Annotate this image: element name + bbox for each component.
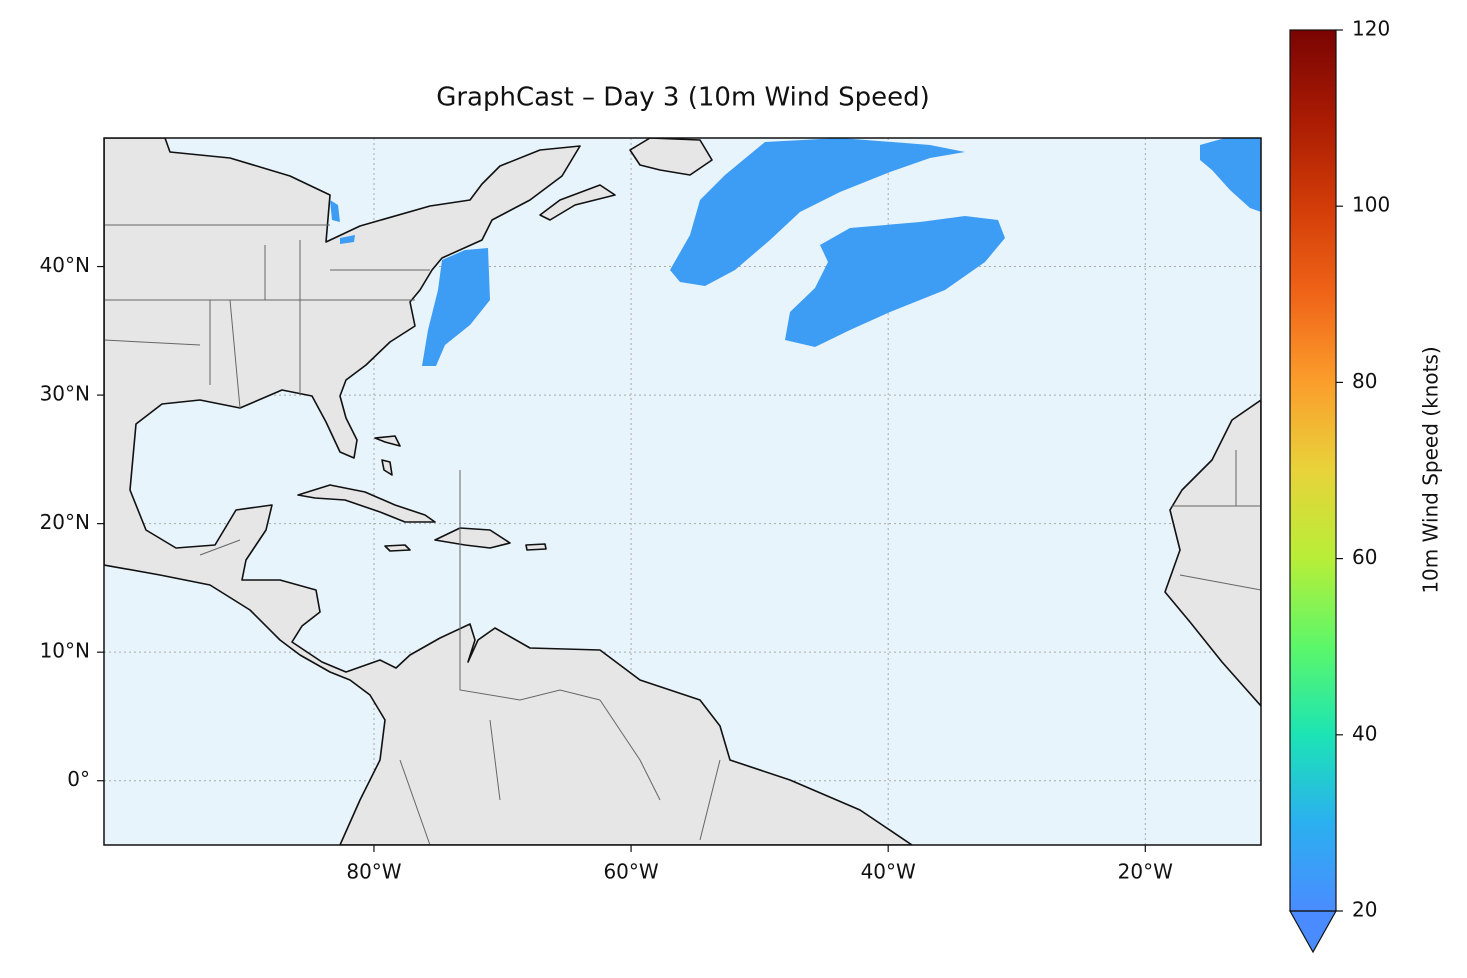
colorbar-tick-label: 20 xyxy=(1352,898,1377,922)
y-tick-label: 40°N xyxy=(40,253,90,277)
colorbar-extension xyxy=(1288,910,1338,954)
wind-area xyxy=(785,216,1005,347)
y-tick-label: 30°N xyxy=(40,382,90,406)
americas xyxy=(104,138,913,845)
x-tick-label: 80°W xyxy=(346,860,401,884)
colorbar xyxy=(1290,30,1336,911)
nova-scotia xyxy=(539,184,616,221)
x-tick-label: 60°W xyxy=(603,860,658,884)
colorbar-tick-label: 120 xyxy=(1352,17,1390,41)
colorbar-tick-label: 60 xyxy=(1352,545,1377,569)
colorbar-tick-label: 80 xyxy=(1352,369,1377,393)
y-tick-label: 10°N xyxy=(40,639,90,663)
wind-area xyxy=(330,200,355,244)
x-tick-label: 20°W xyxy=(1118,860,1173,884)
wind-area xyxy=(1200,138,1261,212)
map-layer xyxy=(104,138,1261,845)
colorbar-frame xyxy=(1289,29,1337,912)
colorbar-tick-label: 40 xyxy=(1352,721,1377,745)
borders xyxy=(104,224,1261,845)
jamaica xyxy=(384,544,411,552)
y-tick-label: 20°N xyxy=(40,510,90,534)
wind-area xyxy=(670,138,965,286)
puerto-rico xyxy=(525,543,547,551)
colorbar-label: 10m Wind Speed (knots) xyxy=(1419,346,1443,593)
x-tick-label: 40°W xyxy=(861,860,916,884)
cuba xyxy=(297,484,436,523)
colorbar-tick-label: 100 xyxy=(1352,193,1390,217)
bahamas xyxy=(374,435,401,476)
chart-title: GraphCast – Day 3 (10m Wind Speed) xyxy=(436,83,930,113)
axes: 80°W 60°W 40°W 20°W 0° 10°N 20°N 30°N 40°N xyxy=(40,253,1174,883)
wind-area xyxy=(422,248,490,366)
map-frame xyxy=(103,137,1262,846)
africa xyxy=(1164,399,1261,707)
y-tick-label: 0° xyxy=(67,767,90,791)
